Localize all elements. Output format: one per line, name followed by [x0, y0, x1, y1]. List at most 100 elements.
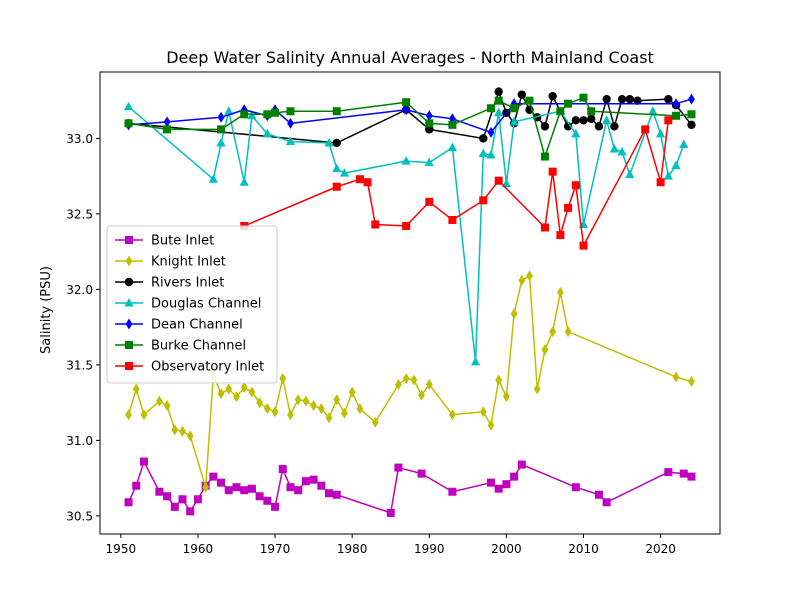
data-point-knight-inlet-28 [356, 403, 364, 415]
legend-label-bute-inlet: Bute Inlet [151, 234, 214, 249]
legend-entry-observatory-inlet: Observatory Inlet [115, 360, 264, 375]
data-point-dean-channel-8 [425, 110, 433, 122]
data-point-bute-inlet-22 [301, 477, 310, 486]
legend-box [106, 225, 278, 384]
data-point-burke-channel-1 [163, 125, 172, 134]
data-point-bute-inlet-10 [209, 472, 218, 481]
data-point-knight-inlet-22 [310, 400, 318, 412]
data-point-knight-inlet-18 [279, 372, 287, 384]
data-point-observatory-inlet-8 [479, 196, 488, 205]
x-tick-label-5: 2000 [491, 542, 522, 556]
y-tick-label-1: 31.0 [66, 434, 93, 448]
data-point-knight-inlet-36 [479, 406, 487, 418]
data-point-douglas-channel-25 [617, 147, 627, 156]
data-point-burke-channel-5 [271, 108, 280, 117]
data-point-douglas-channel-13 [447, 142, 458, 151]
x-tick-label-2: 1970 [260, 542, 291, 556]
series-knight-inlet [125, 270, 695, 493]
data-point-bute-inlet-24 [317, 481, 326, 490]
data-point-knight-inlet-31 [402, 372, 410, 384]
data-point-douglas-channel-12 [424, 157, 434, 167]
x-tick-label-1: 1960 [183, 542, 214, 556]
data-point-burke-channel-7 [332, 107, 341, 116]
data-point-bute-inlet-31 [486, 478, 495, 487]
data-point-burke-channel-13 [510, 104, 519, 113]
data-point-dean-channel-13 [688, 93, 695, 105]
data-point-bute-inlet-6 [178, 495, 187, 504]
series-line-burke-channel [128, 96, 692, 158]
x-tick-label-3: 1980 [337, 542, 368, 556]
data-point-knight-inlet-49 [688, 376, 695, 388]
data-point-knight-inlet-34 [425, 379, 433, 391]
data-point-burke-channel-21 [687, 110, 696, 119]
data-point-bute-inlet-15 [247, 484, 256, 493]
data-point-bute-inlet-3 [155, 487, 164, 496]
data-point-douglas-channel-30 [671, 160, 681, 170]
data-point-burke-channel-3 [240, 110, 249, 119]
data-point-rivers-inlet-21 [625, 94, 634, 104]
data-point-burke-channel-18 [579, 93, 588, 102]
data-point-bute-inlet-8 [193, 495, 202, 504]
data-point-observatory-inlet-1 [332, 182, 341, 191]
data-point-douglas-channel-24 [609, 144, 619, 153]
series-burke-channel [124, 93, 696, 161]
data-point-burke-channel-6 [286, 107, 295, 116]
data-point-rivers-inlet-13 [563, 122, 573, 131]
legend-entry-dean-channel: Dean Channel [115, 318, 243, 333]
data-point-knight-inlet-39 [502, 391, 510, 403]
data-point-knight-inlet-12 [233, 391, 240, 403]
data-point-burke-channel-0 [124, 119, 133, 128]
legend-label-burke-channel: Burke Channel [151, 339, 246, 354]
data-point-observatory-inlet-6 [425, 197, 434, 206]
data-point-rivers-inlet-17 [594, 122, 604, 131]
data-point-knight-inlet-1 [132, 383, 140, 395]
data-point-bute-inlet-39 [664, 468, 673, 477]
y-tick-label-4: 32.5 [66, 207, 93, 221]
data-point-douglas-channel-0 [123, 101, 134, 111]
data-point-knight-inlet-20 [294, 394, 302, 406]
data-point-bute-inlet-27 [386, 508, 395, 517]
data-point-bute-inlet-26 [332, 490, 341, 499]
data-point-rivers-inlet-18 [602, 94, 611, 104]
data-point-douglas-channel-27 [648, 106, 658, 115]
data-point-bute-inlet-29 [417, 469, 426, 478]
data-point-bute-inlet-35 [517, 460, 526, 469]
data-point-rivers-inlet-25 [687, 120, 696, 130]
legend-label-rivers-inlet: Rivers Inlet [151, 276, 224, 291]
data-point-burke-channel-8 [402, 98, 411, 107]
data-point-knight-inlet-21 [302, 395, 310, 407]
data-point-bute-inlet-17 [263, 496, 272, 505]
data-point-observatory-inlet-15 [579, 241, 588, 250]
data-point-rivers-inlet-4 [479, 134, 488, 143]
data-point-bute-inlet-12 [224, 486, 233, 495]
data-point-rivers-inlet-11 [540, 122, 550, 131]
data-point-bute-inlet-41 [687, 472, 696, 481]
data-point-bute-inlet-4 [163, 492, 172, 501]
data-point-knight-inlet-47 [564, 326, 572, 338]
data-point-knight-inlet-0 [125, 409, 132, 421]
data-point-bute-inlet-21 [294, 486, 303, 495]
data-point-rivers-inlet-5 [494, 87, 503, 96]
data-point-burke-channel-10 [448, 120, 457, 129]
legend-marker-knight-inlet [125, 255, 133, 267]
data-point-burke-channel-14 [525, 96, 534, 105]
data-point-bute-inlet-28 [394, 463, 403, 472]
data-point-bute-inlet-5 [170, 502, 179, 511]
data-point-knight-inlet-37 [487, 419, 495, 431]
y-tick-label-2: 31.5 [66, 358, 93, 372]
data-point-bute-inlet-32 [494, 484, 503, 493]
data-point-knight-inlet-17 [271, 406, 279, 418]
plot-frame [99, 71, 721, 535]
data-point-knight-inlet-46 [556, 286, 564, 298]
data-point-knight-inlet-3 [155, 395, 163, 407]
data-point-knight-inlet-26 [341, 407, 348, 419]
chart-title: Deep Water Salinity Annual Averages - No… [166, 48, 654, 67]
data-point-douglas-channel-6 [262, 128, 272, 138]
data-point-observatory-inlet-2 [355, 175, 364, 184]
data-point-knight-inlet-40 [510, 308, 518, 320]
data-point-bute-inlet-37 [594, 490, 603, 499]
data-point-dean-channel-1 [163, 116, 171, 128]
data-point-douglas-channel-21 [571, 128, 581, 138]
data-point-dean-channel-12 [672, 98, 680, 110]
data-point-observatory-inlet-9 [494, 176, 503, 185]
